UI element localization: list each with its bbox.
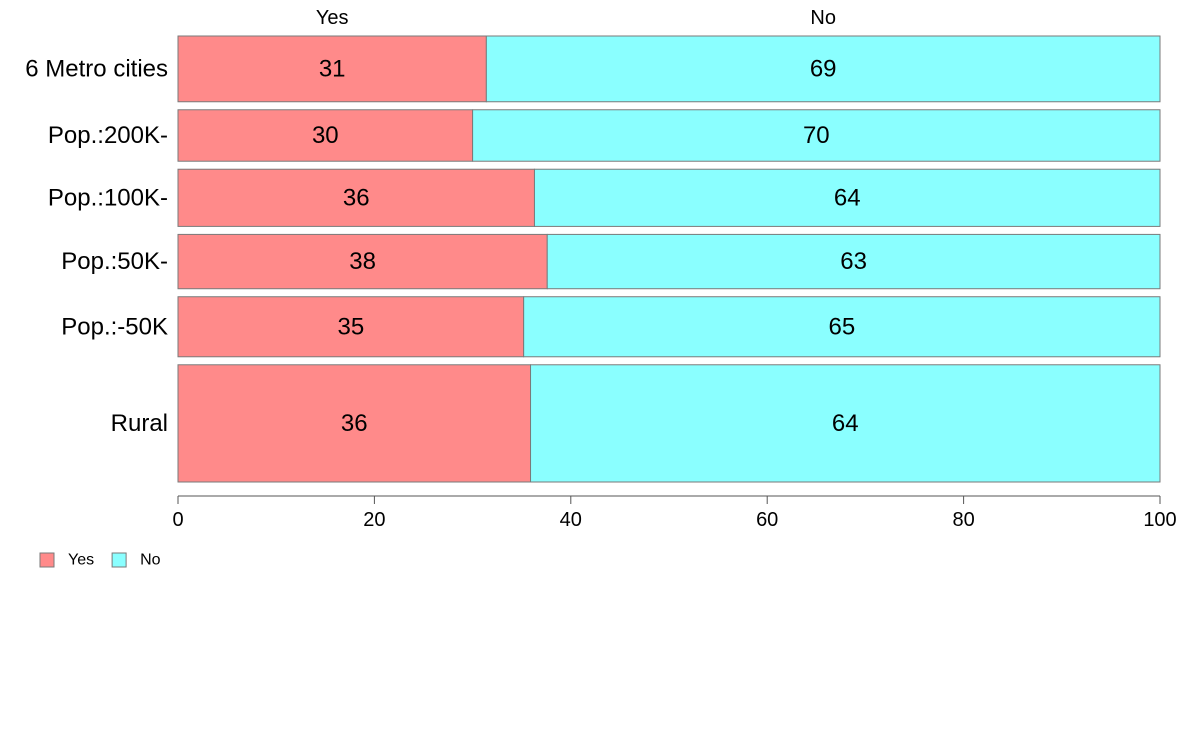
data-label: 64 (834, 184, 861, 211)
data-label: 63 (840, 248, 867, 275)
bar-segment-no (523, 296, 1161, 358)
category-label: Pop.:50K- (61, 248, 168, 275)
legend-label: Yes (68, 552, 94, 569)
category-label: Pop.:100K- (48, 184, 168, 211)
x-axis: 0 20 40 60 80 100 (172, 495, 1177, 531)
column-header: No (810, 7, 836, 29)
data-label: 31 (319, 55, 346, 82)
data-label: 38 (349, 248, 376, 275)
data-label: 36 (343, 184, 370, 211)
bar-segment-no (530, 364, 1161, 483)
data-label: 64 (832, 410, 859, 437)
x-tick-label: 60 (756, 509, 778, 531)
legend-item-no: No (111, 552, 161, 569)
category-label: Rural (111, 410, 168, 437)
bar-segment-yes (177, 296, 525, 358)
bar-row: 31 69 (177, 35, 1161, 103)
legend-label: No (140, 552, 161, 569)
data-label: 69 (810, 55, 837, 82)
category-labels: 6 Metro cities Pop.:200K- Pop.:100K- Pop.:5… (25, 55, 168, 437)
bar-segment-yes (177, 35, 487, 103)
data-label: 36 (341, 410, 368, 437)
x-tick-label: 0 (172, 509, 183, 531)
bar-segment-no (546, 233, 1161, 290)
x-tick-label: 80 (952, 509, 974, 531)
bar-segment-yes (177, 168, 535, 227)
column-header: Yes (316, 7, 349, 29)
data-label: 65 (828, 313, 855, 340)
bars: 31 69 30 70 36 64 38 63 35 65 36 64 (177, 35, 1161, 483)
legend-swatch (39, 552, 55, 568)
legend-swatch (111, 552, 127, 568)
x-tick-label: 40 (560, 509, 582, 531)
bar-segment-no (472, 109, 1161, 162)
category-label: 6 Metro cities (25, 55, 168, 82)
bar-row: 30 70 (177, 109, 1161, 162)
column-headers: Yes No (316, 7, 836, 29)
legend: Yes No (39, 552, 161, 569)
bar-row: 36 64 (177, 364, 1161, 483)
category-label: Pop.:200K- (48, 122, 168, 149)
data-label: 30 (312, 122, 339, 149)
bar-segment-yes (177, 109, 474, 162)
bar-segment-no (533, 168, 1161, 227)
data-label: 70 (803, 122, 830, 149)
x-tick-label: 20 (363, 509, 385, 531)
legend-item-yes: Yes (39, 552, 94, 569)
bar-segment-yes (177, 233, 548, 290)
bar-segment-no (485, 35, 1161, 103)
x-tick-label: 100 (1143, 509, 1176, 531)
bar-row: 38 63 (177, 233, 1161, 290)
bar-row: 35 65 (177, 296, 1161, 358)
bar-row: 36 64 (177, 168, 1161, 227)
category-label: Pop.:-50K (61, 313, 168, 340)
data-label: 35 (337, 313, 364, 340)
